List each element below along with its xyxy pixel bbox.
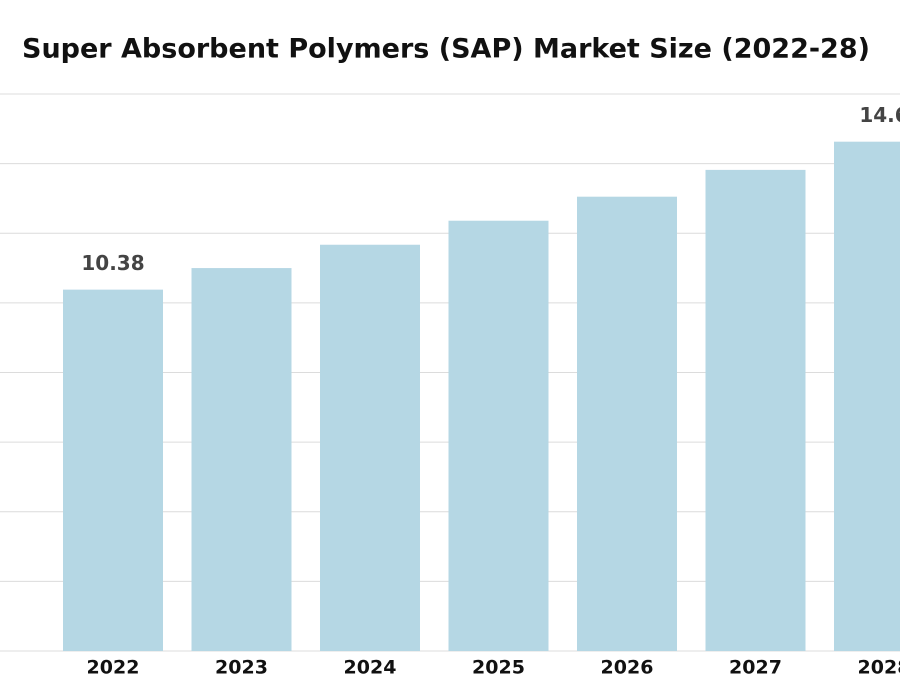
bar xyxy=(705,169,806,652)
bar xyxy=(448,220,549,651)
x-tick-label: 2026 xyxy=(601,657,654,679)
x-tick-label: 2022 xyxy=(87,657,140,679)
x-tick-label: 2023 xyxy=(215,657,268,679)
bar xyxy=(191,268,292,651)
bar xyxy=(320,244,420,651)
bar xyxy=(63,289,163,651)
value-label: 14.6 xyxy=(859,103,900,127)
value-label: 10.38 xyxy=(81,251,144,275)
chart-title: Super Absorbent Polymers (SAP) Market Si… xyxy=(22,34,870,65)
x-tick-label: 2027 xyxy=(729,657,782,679)
bar xyxy=(834,141,900,652)
x-tick-label: 2024 xyxy=(344,657,397,679)
x-tick-label: 2025 xyxy=(472,657,525,679)
x-tick-label: 2028 xyxy=(858,657,900,679)
bar xyxy=(577,196,677,651)
